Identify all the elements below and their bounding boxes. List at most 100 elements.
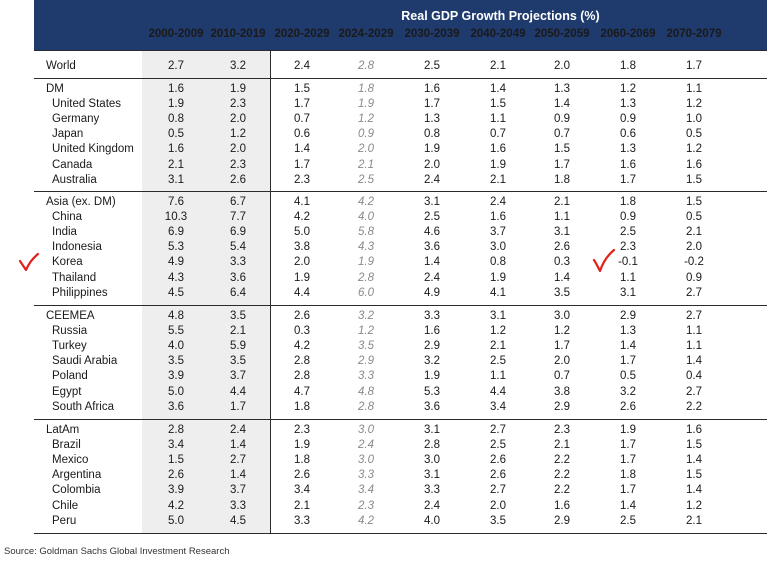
row-value: 2.2 [554,469,570,482]
row-value: 2.3 [230,158,246,171]
row-value: 1.6 [424,325,440,338]
row-value: 0.7 [554,370,570,383]
row-value: 4.4 [490,385,506,398]
row-value: 4.5 [230,514,246,527]
checkmark-icon-left [18,252,40,272]
row-value: 0.5 [686,211,702,224]
table-title: Real GDP Growth Projections (%) [401,9,600,23]
table-row: Turkey 4.0 5.9 4.2 3.5 2.9 2.1 1.7 1.4 1.1 [0,340,773,355]
column-header: 2010-2019 [210,28,266,40]
row-value: 1.7 [620,439,636,452]
row-value: 1.4 [230,469,246,482]
row-label: Peru [52,514,77,527]
row-value: 3.4 [358,484,374,497]
row-value: 1.9 [424,143,440,156]
row-value: 2.3 [294,173,310,186]
row-label: Russia [52,325,88,338]
row-value: 1.6 [620,158,636,171]
table-row: Poland 3.9 3.7 2.8 3.3 1.9 1.1 0.7 0.5 0.4 [0,370,773,385]
row-value: 3.1 [554,226,570,239]
row-value: 4.2 [358,196,374,208]
row-label: CEEMEA [46,310,95,322]
column-header: 2024-2029 [338,28,394,40]
group-divider [34,50,767,51]
row-value: 1.6 [168,143,184,156]
table-row: Russia 5.5 2.1 0.3 1.2 1.6 1.2 1.2 1.3 1.1 [0,325,773,340]
row-value: 1.4 [230,439,246,452]
row-value: 1.3 [620,325,636,338]
row-value: 1.6 [554,499,570,512]
row-label: Saudi Arabia [52,355,118,368]
table-row: United States 1.9 2.3 1.7 1.9 1.7 1.5 1.4 1.3 1.2 [0,98,773,113]
row-value: 2.5 [490,355,506,368]
row-label: LatAm [46,424,80,436]
row-value: 2.1 [168,158,184,171]
row-value: 3.5 [358,340,374,353]
row-label: Thailand [52,271,97,284]
table-row: Australia 3.1 2.6 2.3 2.5 2.4 2.1 1.8 1.7 1.5 [0,174,773,189]
row-value: 2.8 [358,400,374,413]
row-value: 2.0 [230,113,246,126]
table-row: CEEMEA 4.8 3.5 2.6 3.2 3.3 3.1 3.0 2.9 2.7 [0,310,773,325]
row-value: 1.9 [294,439,310,452]
row-value: 1.6 [490,143,506,156]
table-row: Japan 0.5 1.2 0.6 0.9 0.8 0.7 0.7 0.6 0.5 [0,128,773,143]
row-value: 3.8 [554,385,570,398]
row-value: 2.0 [358,143,374,156]
row-value: 2.7 [168,60,184,72]
row-value: 2.1 [554,196,570,208]
row-value: 1.8 [620,469,636,482]
row-label: United Kingdom [52,143,134,156]
row-value: 1.8 [358,83,374,95]
row-value: 4.9 [424,286,440,299]
row-value: 3.3 [358,469,374,482]
table-row: DM 1.6 1.9 1.5 1.8 1.6 1.4 1.3 1.2 1.1 [0,83,773,98]
row-value: 0.5 [620,370,636,383]
row-value: 3.0 [554,310,570,322]
row-value: 1.6 [168,83,184,95]
row-value: 0.7 [490,128,506,141]
row-value: 2.1 [686,514,702,527]
row-value: 3.5 [168,355,184,368]
row-value: 3.5 [490,514,506,527]
row-value: 2.6 [490,454,506,467]
table-row: South Africa 3.6 1.7 1.8 2.8 3.6 3.4 2.9 2.6 2.2 [0,401,773,416]
row-value: 1.4 [620,340,636,353]
row-value: 1.3 [424,113,440,126]
row-value: 3.6 [424,241,440,254]
row-value: 1.8 [554,173,570,186]
row-value: 2.6 [490,469,506,482]
divider-historical [270,50,271,534]
row-value: 2.7 [490,484,506,497]
table-row: LatAm 2.8 2.4 2.3 3.0 3.1 2.7 2.3 1.9 1.6 [0,424,773,439]
row-label: Argentina [52,469,102,482]
row-value: 2.4 [294,60,310,72]
row-value: 3.6 [230,271,246,284]
row-value: 1.4 [554,98,570,111]
row-value: 3.5 [230,355,246,368]
group-divider [34,191,767,192]
row-value: 1.4 [294,143,310,156]
row-value: 2.4 [230,424,246,436]
row-value: 1.4 [424,256,440,269]
row-value: 3.3 [294,514,310,527]
row-value: 1.4 [686,484,702,497]
row-value: 6.0 [358,286,374,299]
row-label: Philippines [52,286,108,299]
row-value: 1.7 [424,98,440,111]
row-value: 2.0 [554,355,570,368]
row-value: 7.7 [230,211,246,224]
row-value: 1.7 [230,400,246,413]
row-value: 1.2 [686,143,702,156]
row-label: Brazil [52,439,81,452]
row-label: United States [52,98,122,111]
row-value: 3.1 [620,286,636,299]
row-value: 2.5 [424,60,440,72]
row-value: 1.7 [620,484,636,497]
table-row: India 6.9 6.9 5.0 5.8 4.6 3.7 3.1 2.5 2.1 [0,226,773,241]
row-value: 1.9 [168,98,184,111]
row-value: 1.7 [294,158,310,171]
table-row: Korea 4.9 3.3 2.0 1.9 1.4 0.8 0.3 -0.1 -0.2 [0,256,773,271]
row-value: 1.2 [230,128,246,141]
row-value: 2.2 [554,484,570,497]
